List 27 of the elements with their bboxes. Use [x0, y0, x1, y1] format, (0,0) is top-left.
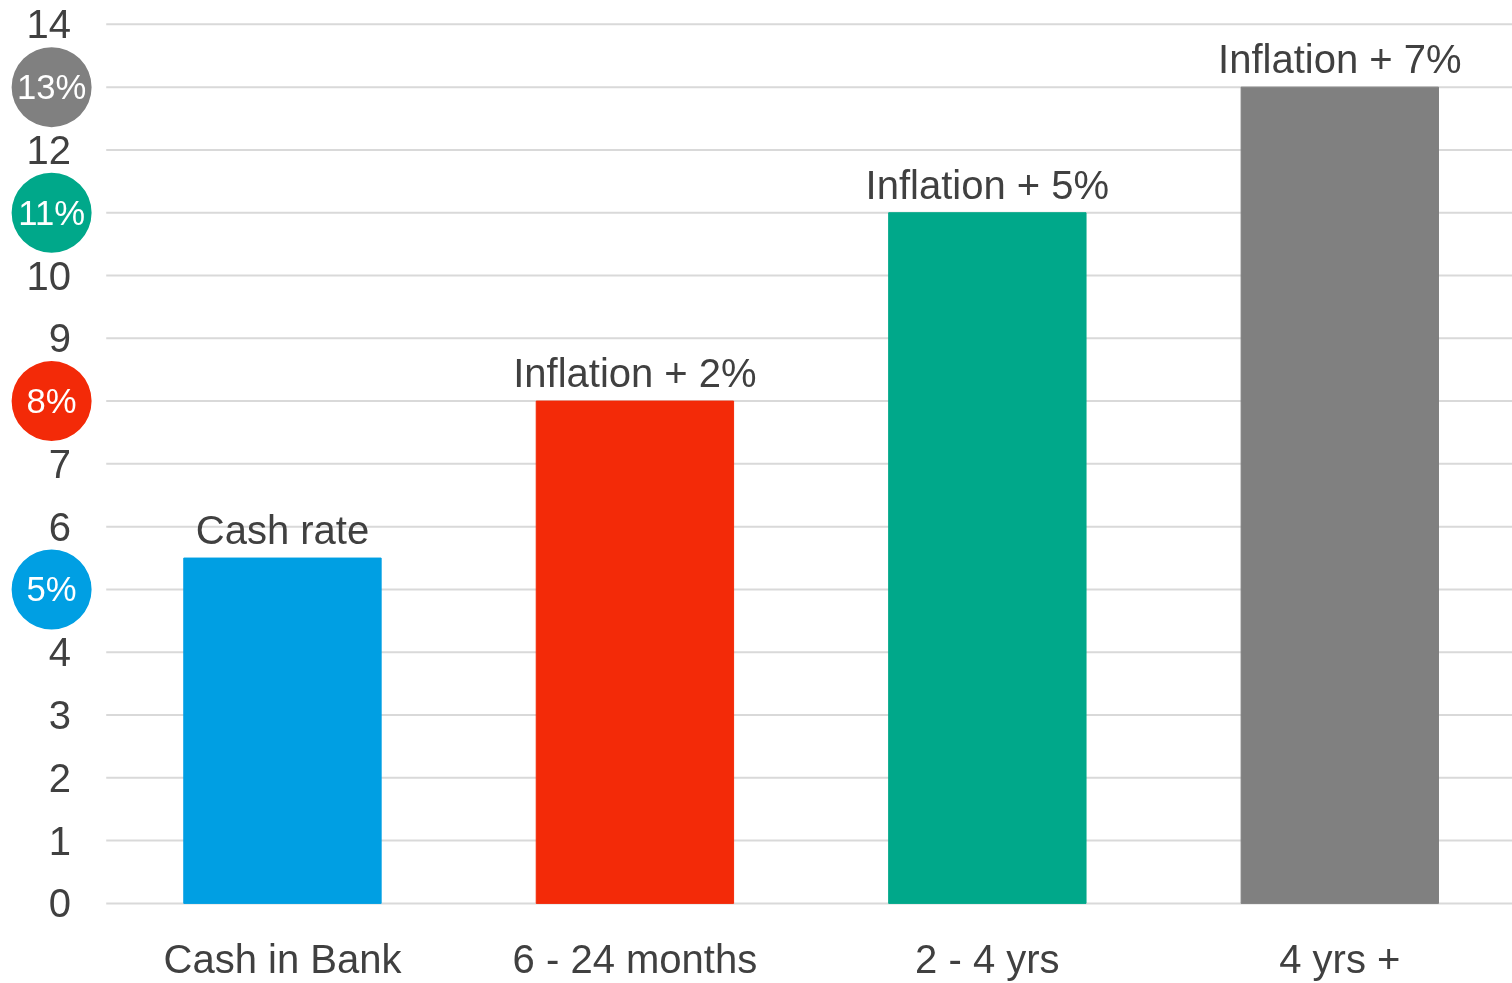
x-tick-label: 2 - 4 yrs: [915, 936, 1060, 981]
x-tick-label: 6 - 24 months: [512, 936, 758, 981]
annotation: Cash rate: [195, 508, 370, 553]
bar: [1240, 86, 1439, 904]
y-tick-label: 2: [48, 755, 71, 800]
bar: [888, 212, 1087, 904]
text: 13%: [16, 68, 87, 107]
y-tick-label: 4: [48, 630, 71, 675]
annotation: Inflation + 7%: [1218, 37, 1462, 82]
bar: [535, 400, 735, 904]
y-tick-label: 12: [26, 127, 71, 172]
y-tick-label: 10: [26, 253, 71, 298]
y-tick-label: 14: [26, 2, 71, 47]
y-tick-label: 7: [48, 441, 71, 486]
y-tick-label: 3: [48, 693, 71, 738]
text: 11%: [18, 193, 86, 232]
x-tick-label: 4 yrs +: [1279, 936, 1401, 981]
text: 8%: [26, 382, 77, 421]
x-tick-label: Cash in Bank: [163, 936, 403, 981]
y-tick-label: 1: [48, 818, 71, 863]
y-tick-label: 9: [48, 316, 71, 361]
bar: [183, 557, 382, 904]
annotation: Inflation + 2%: [513, 351, 757, 396]
text: 5%: [26, 570, 77, 609]
y-tick-label: 0: [48, 881, 71, 926]
annotation: Inflation + 5%: [865, 162, 1110, 207]
y-tick-label: 6: [48, 504, 71, 549]
